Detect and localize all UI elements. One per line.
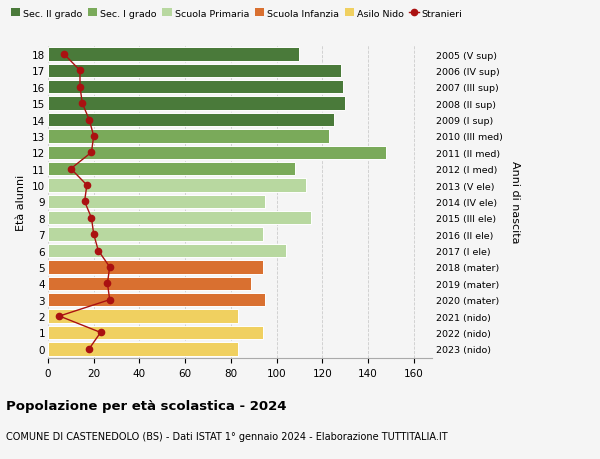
Legend: Sec. II grado, Sec. I grado, Scuola Primaria, Scuola Infanzia, Asilo Nido, Stran: Sec. II grado, Sec. I grado, Scuola Prim… <box>11 9 463 18</box>
Bar <box>48 113 334 127</box>
Bar <box>48 162 295 176</box>
Y-axis label: Anni di nascita: Anni di nascita <box>510 161 520 243</box>
Bar <box>48 277 251 291</box>
Bar <box>48 293 265 307</box>
Y-axis label: Età alunni: Età alunni <box>16 174 26 230</box>
Bar <box>48 179 306 192</box>
Bar <box>48 342 238 356</box>
Text: Popolazione per età scolastica - 2024: Popolazione per età scolastica - 2024 <box>6 399 287 412</box>
Bar <box>48 146 386 160</box>
Bar <box>48 195 265 209</box>
Bar <box>48 310 238 323</box>
Bar <box>48 228 263 241</box>
Bar <box>48 244 286 257</box>
Bar <box>48 130 329 143</box>
Bar <box>48 81 343 94</box>
Bar <box>48 48 299 62</box>
Text: COMUNE DI CASTENEDOLO (BS) - Dati ISTAT 1° gennaio 2024 - Elaborazione TUTTITALI: COMUNE DI CASTENEDOLO (BS) - Dati ISTAT … <box>6 431 448 442</box>
Bar <box>48 65 341 78</box>
Bar <box>48 212 311 225</box>
Bar <box>48 261 263 274</box>
Bar <box>48 326 263 339</box>
Bar <box>48 97 345 111</box>
